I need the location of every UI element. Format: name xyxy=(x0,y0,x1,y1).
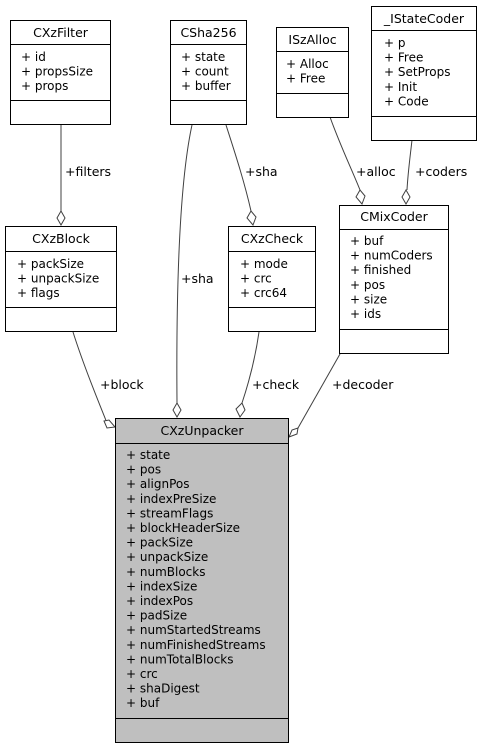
class-member: + buf xyxy=(350,234,384,248)
class-member: + indexPos xyxy=(126,594,193,608)
class-member: + numCoders xyxy=(350,249,433,263)
class-title: CSha256 xyxy=(180,25,236,40)
class-member: + pos xyxy=(350,278,385,292)
class-member: + padSize xyxy=(126,609,187,623)
edge-label-check: +check xyxy=(252,377,300,392)
edge-label-filters: +filters xyxy=(65,164,111,179)
class-member: + packSize xyxy=(17,257,84,271)
class-member: + size xyxy=(350,292,387,306)
class-member: + unpackSize xyxy=(17,272,99,286)
edge-filters: +filters xyxy=(56,125,111,227)
edge-block: +block xyxy=(72,331,144,429)
class-member: + numBlocks xyxy=(126,565,205,579)
class-cxzfilter: CXzFilter + id+ propsSize+ props xyxy=(10,20,111,125)
class-member: + Init xyxy=(384,80,417,94)
class-member: + flags xyxy=(17,286,60,300)
class-member: + shaDigest xyxy=(126,682,200,696)
class-cmixcoder: CMixCoder + buf+ numCoders+ finished+ po… xyxy=(339,205,449,354)
class-member: + SetProps xyxy=(384,65,450,79)
class-member: + crc64 xyxy=(240,286,287,300)
class-member: + ids xyxy=(350,307,381,321)
class-member: + Free xyxy=(286,72,325,86)
class-member: + numFinishedStreams xyxy=(126,638,266,652)
edge-label-sha-check: +sha xyxy=(245,164,278,179)
edge-label-decoder: +decoder xyxy=(332,377,394,392)
class-member: + pos xyxy=(126,463,161,477)
edge-sha-check: +sha xyxy=(225,124,278,226)
class-member: + Free xyxy=(384,51,423,65)
class-member: + alignPos xyxy=(126,477,190,491)
class-member: + packSize xyxy=(126,536,193,550)
class-member: + Alloc xyxy=(286,57,329,71)
class-cxzunpacker: CXzUnpacker + state+ pos+ alignPos+ inde… xyxy=(115,418,289,743)
class-member: + Code xyxy=(384,94,429,108)
class-title: CMixCoder xyxy=(360,209,428,224)
class-title: CXzFilter xyxy=(33,25,89,40)
class-member: + finished xyxy=(350,263,411,277)
class-title: ISzAlloc xyxy=(288,32,336,47)
class-member: + indexSize xyxy=(126,579,197,593)
edge-decoder: +decoder xyxy=(288,353,394,438)
class-member: + indexPreSize xyxy=(126,492,216,506)
class-member: + buf xyxy=(126,696,160,710)
class-member: + propsSize xyxy=(21,65,93,79)
class-member: + unpackSize xyxy=(126,550,208,564)
class-member: + buffer xyxy=(181,79,231,93)
edge-sha-unpacker: +sha xyxy=(172,124,214,419)
class-member: + mode xyxy=(240,257,288,271)
class-member: + count xyxy=(181,65,229,79)
class-member: + crc xyxy=(240,272,272,286)
class-member: + props xyxy=(21,79,68,93)
edge-alloc: +alloc xyxy=(329,116,396,205)
class-istatecoder: _IStateCoder + p+ Free+ SetProps+ Init+ … xyxy=(371,6,477,141)
class-member: + numStartedStreams xyxy=(126,623,261,637)
class-cxzcheck: CXzCheck + mode+ crc+ crc64 xyxy=(228,226,316,332)
edge-label-alloc: +alloc xyxy=(356,164,396,179)
class-member: + id xyxy=(21,50,46,64)
edge-label-coders: +coders xyxy=(415,164,467,179)
class-member: + p xyxy=(384,36,406,50)
class-title: _IStateCoder xyxy=(383,11,465,26)
class-iszalloc: ISzAlloc + Alloc+ Free xyxy=(276,27,349,118)
class-title: CXzBlock xyxy=(32,231,90,246)
edge-coders: +coders xyxy=(401,139,467,206)
class-member: + blockHeaderSize xyxy=(126,521,240,535)
class-csha256: CSha256 + state+ count+ buffer xyxy=(170,20,247,125)
class-member: + state xyxy=(126,448,170,462)
class-member: + numTotalBlocks xyxy=(126,652,234,666)
class-member: + streamFlags xyxy=(126,506,213,520)
edge-label-sha-unpacker: +sha xyxy=(181,271,214,286)
edge-check: +check xyxy=(235,331,300,418)
edge-label-block: +block xyxy=(100,377,144,392)
class-title: CXzUnpacker xyxy=(160,423,244,438)
class-member: + state xyxy=(181,50,225,64)
class-title: CXzCheck xyxy=(241,231,304,246)
class-member: + crc xyxy=(126,667,158,681)
class-cxzblock: CXzBlock + packSize+ unpackSize+ flags xyxy=(5,226,117,332)
